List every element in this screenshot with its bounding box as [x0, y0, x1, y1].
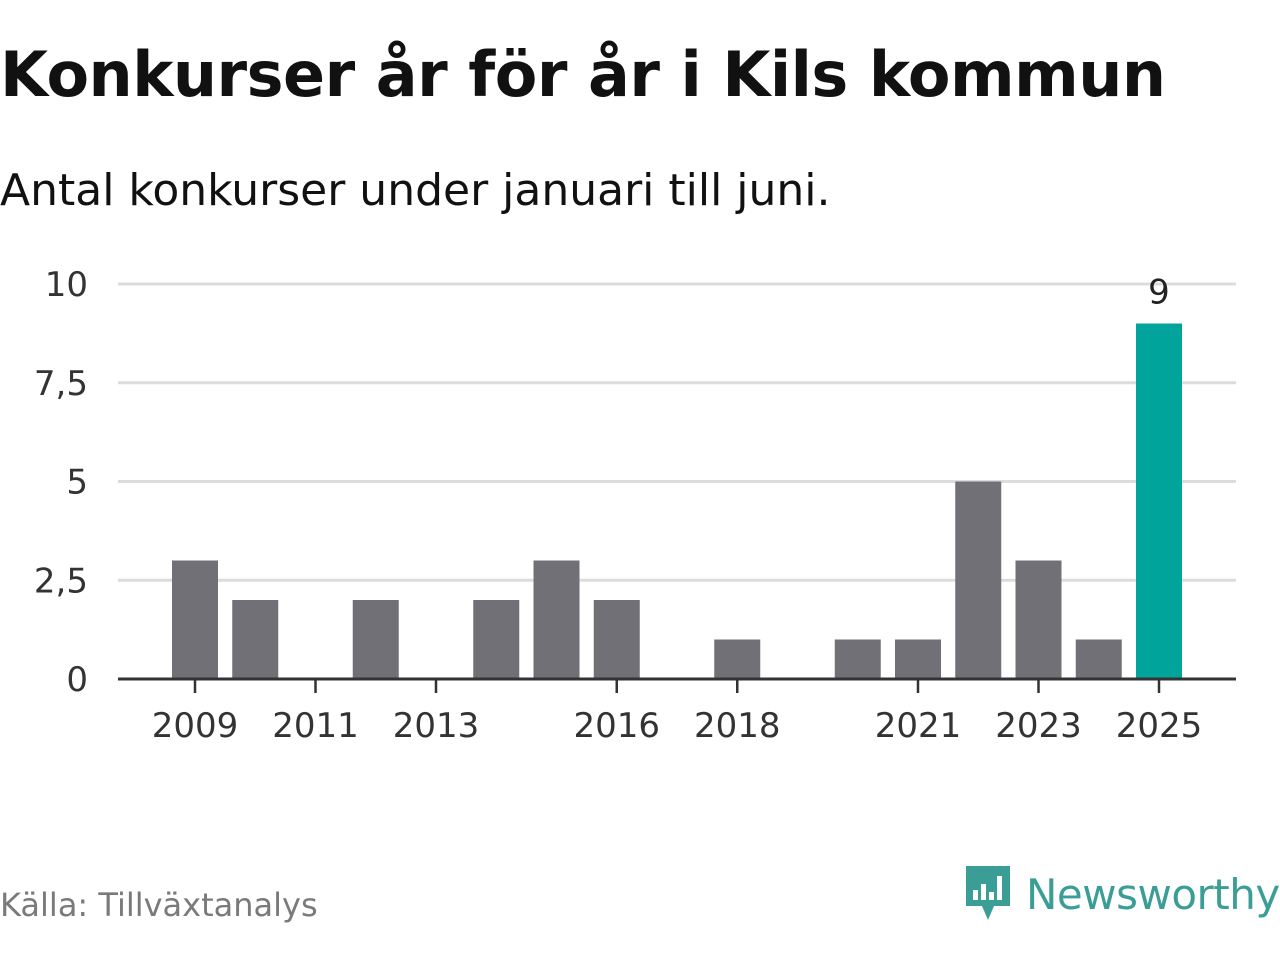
y-tick-label: 5: [66, 463, 88, 503]
brand: Newsworthy: [962, 862, 1280, 926]
x-tick-label: 2025: [1116, 706, 1203, 746]
bar-2018: [714, 639, 761, 679]
y-axis-tick-labels: 0 2,5 5 7,5 10: [34, 265, 88, 700]
bar-2015: [533, 560, 580, 679]
y-tick-label: 0: [66, 660, 88, 700]
x-axis-ticks: 2009 2011 2013 2016 2018 2021 2023 2025: [152, 679, 1203, 746]
bar-2012: [352, 600, 399, 679]
x-tick-label: 2018: [694, 706, 781, 746]
x-tick-label: 2021: [875, 706, 962, 746]
newsworthy-logo-icon: [966, 866, 1010, 920]
grid-lines: [118, 282, 1236, 582]
chart-subtitle: Antal konkurser under januari till juni.: [0, 165, 831, 216]
bar-2025: [1136, 323, 1182, 679]
bar-2023: [1015, 560, 1062, 679]
x-tick-label: 2013: [393, 706, 480, 746]
bar-2020: [834, 639, 881, 679]
x-tick-label: 2011: [272, 706, 359, 746]
x-tick-label: 2016: [573, 706, 660, 746]
x-tick-label: 2009: [152, 706, 239, 746]
bar-2021: [895, 639, 941, 679]
x-tick-label: 2023: [995, 706, 1082, 746]
bar-2016: [593, 600, 640, 679]
chart-title: Konkurser år för år i Kils kommun: [0, 38, 1166, 111]
bar-2022: [955, 481, 1002, 679]
bars: [172, 323, 1182, 679]
bar-2014: [473, 600, 520, 679]
y-tick-label: 2,5: [34, 561, 88, 601]
data-label-2025: 9: [1148, 273, 1170, 313]
y-tick-label: 10: [45, 265, 88, 305]
y-tick-label: 7,5: [34, 364, 88, 404]
data-labels: 9: [1148, 273, 1170, 313]
bar-2010: [232, 600, 279, 679]
bar-2009: [172, 560, 218, 679]
bar-chart: 02,557,510 2009 2011 2013 2016 2018 2021 2023 2…: [34, 265, 1236, 746]
brand-name: Newsworthy: [1026, 869, 1280, 919]
source-note: Källa: Tillväxtanalys: [0, 886, 318, 924]
bar-2024: [1075, 639, 1122, 679]
